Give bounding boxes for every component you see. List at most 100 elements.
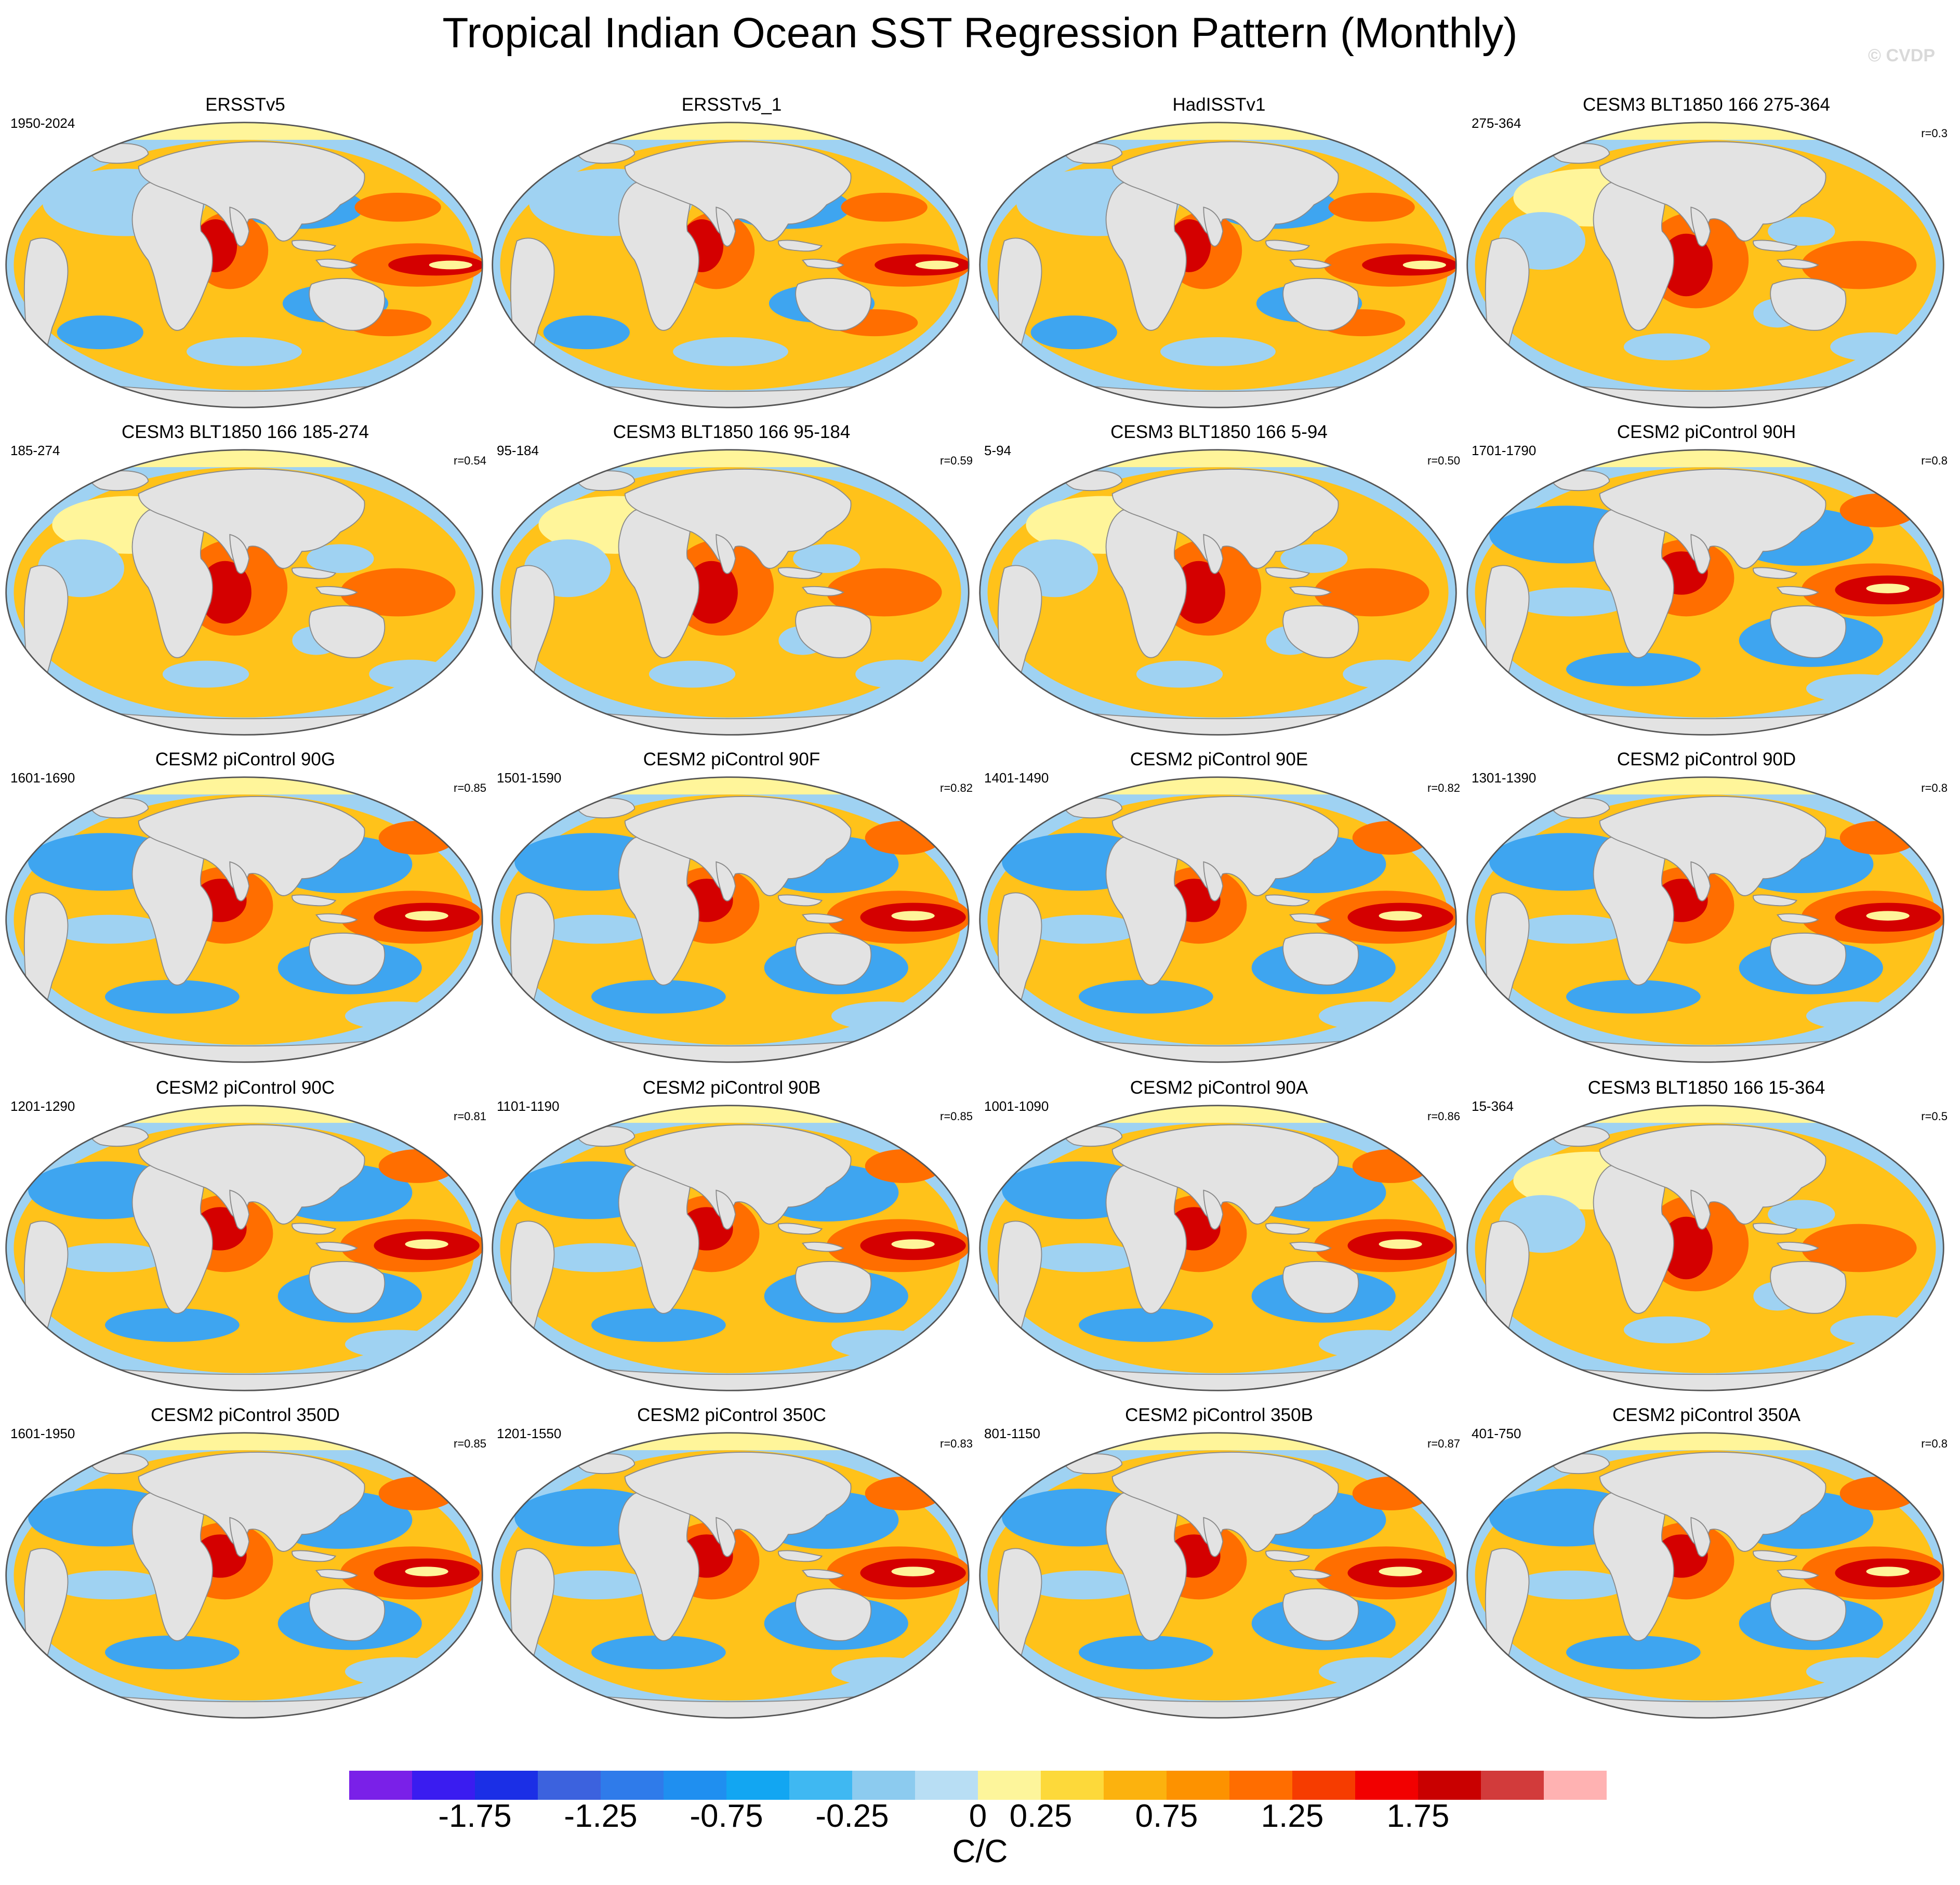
- anomaly-contour: [1314, 568, 1429, 617]
- anomaly-contour: [162, 660, 249, 688]
- land-mass: [1599, 796, 1826, 896]
- anomaly-contour: [891, 1567, 935, 1576]
- colorbar-swatch: [915, 1771, 978, 1800]
- panel-years: 5-94: [984, 443, 1012, 458]
- anomaly-contour: [1379, 1239, 1422, 1249]
- land-mass: [138, 469, 365, 569]
- anomaly-contour: [1801, 1224, 1917, 1272]
- map-panel: CESM3 BLT1850 166 275-364 275-364 r=0.3: [1463, 94, 1950, 416]
- land-mass: [624, 1124, 852, 1225]
- panel-title: ERSSTv5_1: [681, 95, 782, 115]
- anomaly-contour: [1768, 217, 1835, 246]
- panel-title: CESM3 BLT1850 166 185-274: [121, 422, 369, 442]
- regression-map: [1466, 776, 1944, 1063]
- panel-years: 15-364: [1472, 1098, 1514, 1114]
- colorbar-tick-label: -0.25: [815, 1798, 889, 1834]
- colorbar-tick-label: 0.25: [1009, 1798, 1072, 1834]
- anomaly-field: [6, 777, 483, 1063]
- anomaly-contour: [865, 1149, 942, 1183]
- anomaly-contour: [1352, 1149, 1429, 1183]
- panel-title: ERSSTv5: [205, 95, 285, 115]
- colorbar-swatch: [1167, 1771, 1230, 1800]
- land-mass: [1776, 913, 1819, 924]
- land-mass: [795, 1261, 872, 1314]
- anomaly-contour: [198, 561, 251, 624]
- panel-years: 1001-1090: [984, 1098, 1049, 1114]
- land-mass: [1282, 1261, 1359, 1314]
- map-outline: [492, 1105, 970, 1391]
- regression-map: [1466, 1105, 1944, 1391]
- land-mass: [292, 1223, 337, 1235]
- panel-correlation: r=0.82: [1427, 781, 1460, 794]
- anomaly-contour: [673, 337, 788, 366]
- land-mass: [624, 1452, 852, 1552]
- map-panel: CESM2 piControl 350B 801-1150 r=0.87: [976, 1404, 1462, 1726]
- regression-map: [1466, 122, 1944, 408]
- anomaly-contour: [1352, 821, 1429, 855]
- land-mass: [1753, 567, 1798, 579]
- map-panel: CESM2 piControl 90B 1101-1190 r=0.85: [488, 1077, 975, 1399]
- land-mass: [309, 933, 386, 986]
- anomaly-contour: [891, 1239, 935, 1249]
- land-mass: [1265, 567, 1310, 579]
- land-mass: [1753, 894, 1798, 907]
- arctic-band: [979, 122, 1456, 140]
- arctic-band: [1467, 1105, 1944, 1123]
- land-mass: [716, 206, 736, 247]
- colorbar-tick-label: 0.75: [1135, 1798, 1198, 1834]
- map-outline: [1466, 1105, 1944, 1391]
- regression-map: [5, 449, 483, 736]
- land-mass: [778, 1223, 823, 1235]
- map-outline: [5, 449, 483, 736]
- panel-years: 801-1150: [984, 1426, 1040, 1441]
- land-mass: [1770, 605, 1847, 658]
- panel-years: 1601-1690: [10, 770, 75, 786]
- panel-title: CESM3 BLT1850 166 95-184: [613, 422, 851, 442]
- anomaly-contour: [405, 1567, 448, 1576]
- colorbar-swatch: [1481, 1771, 1544, 1800]
- land-mass: [229, 861, 250, 901]
- panel-correlation: r=0.85: [454, 1437, 486, 1450]
- anomaly-contour: [105, 1635, 240, 1669]
- anomaly-contour: [1160, 337, 1276, 366]
- land-mass: [778, 567, 823, 579]
- panel-correlation: r=0.85: [454, 781, 486, 794]
- land-mass: [624, 796, 852, 896]
- land-mass: [1690, 861, 1711, 901]
- land-mass: [315, 1569, 358, 1579]
- arctic-band: [492, 777, 969, 795]
- land-mass: [1690, 1189, 1711, 1230]
- panel-correlation: r=0.82: [940, 781, 973, 794]
- land-mass: [1203, 534, 1224, 574]
- colorbar-swatch: [601, 1771, 664, 1800]
- regression-map: [979, 1105, 1457, 1391]
- land-mass: [795, 933, 872, 986]
- anomaly-field: [492, 449, 969, 735]
- colorbar-swatch: [978, 1771, 1041, 1800]
- land-mass: [1289, 586, 1332, 596]
- colorbar-swatch: [349, 1771, 413, 1800]
- map-panel: CESM2 piControl 90H 1701-1790 r=0.8: [1463, 421, 1950, 743]
- panel-title: CESM2 piControl 90B: [642, 1078, 821, 1098]
- anomaly-contour: [1172, 561, 1225, 624]
- colorbar-tick-label: -1.25: [564, 1798, 638, 1834]
- anomaly-field: [492, 777, 969, 1063]
- anomaly-contour: [1026, 914, 1142, 944]
- anomaly-contour: [855, 659, 942, 689]
- land-mass: [624, 141, 852, 242]
- panel-title: CESM3 BLT1850 166 15-364: [1587, 1078, 1825, 1098]
- land-mass: [1203, 1517, 1224, 1557]
- land-mass: [229, 1189, 250, 1230]
- anomaly-contour: [1379, 1567, 1422, 1576]
- land-mass: [138, 1124, 365, 1225]
- anomaly-contour: [378, 821, 456, 855]
- regression-map: [1466, 1432, 1944, 1719]
- anomaly-contour: [1801, 241, 1917, 289]
- anomaly-contour: [1328, 193, 1415, 222]
- map-outline: [1466, 1432, 1944, 1719]
- land-mass: [1599, 469, 1826, 569]
- land-mass: [1690, 1517, 1711, 1557]
- anomaly-contour: [648, 660, 736, 688]
- map-panel: CESM3 BLT1850 166 5-94 5-94 r=0.50: [976, 421, 1462, 743]
- panel-correlation: r=0.8: [1921, 781, 1948, 794]
